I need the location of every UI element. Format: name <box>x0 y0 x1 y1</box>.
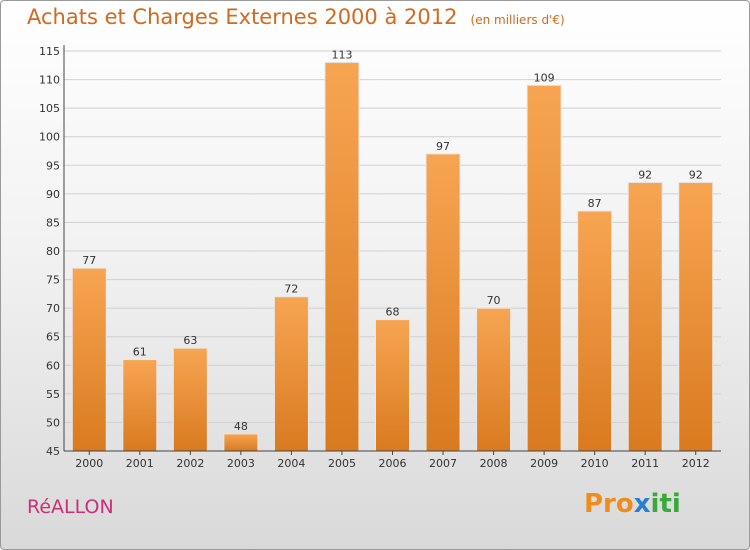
x-tick-label: 2003 <box>227 457 255 470</box>
x-tick-label: 2012 <box>682 457 710 470</box>
chart-subtitle: (en milliers d'€) <box>470 13 565 27</box>
x-tick-label: 2000 <box>75 457 103 470</box>
x-tick-label: 2011 <box>631 457 659 470</box>
logo-part-2: x <box>633 489 651 519</box>
y-tick-label: 45 <box>46 445 60 458</box>
bar-2009 <box>526 84 562 452</box>
value-label: 97 <box>436 140 450 153</box>
bar-2010 <box>577 210 613 452</box>
bar-2002 <box>172 347 208 452</box>
bar-2000 <box>71 267 107 452</box>
y-tick-label: 105 <box>39 102 60 115</box>
x-tick-label: 2008 <box>480 457 508 470</box>
bar-2007 <box>425 153 461 452</box>
y-tick-label: 115 <box>39 45 60 58</box>
y-tick-label: 110 <box>39 74 60 87</box>
value-label: 61 <box>133 346 147 359</box>
bar-2008 <box>476 307 512 452</box>
y-tick-label: 90 <box>46 188 60 201</box>
value-label: 70 <box>487 294 501 307</box>
commune-name: RéALLON <box>27 496 114 518</box>
value-label: 77 <box>82 254 96 267</box>
y-tick-label: 75 <box>46 274 60 287</box>
bar-2006 <box>375 319 410 452</box>
y-tick-label: 100 <box>39 131 60 144</box>
x-tick-label: 2009 <box>530 457 558 470</box>
value-label: 48 <box>234 420 248 433</box>
logo-part-3: iti <box>650 489 681 519</box>
bar-2005 <box>324 61 360 452</box>
value-label: 68 <box>386 306 400 319</box>
y-axis: 45 50 55 60 65 70 75 80 85 90 95 100 105 110 115 <box>39 45 65 458</box>
x-tick-label: 2010 <box>581 457 609 470</box>
y-tick-label: 55 <box>46 388 60 401</box>
chart-title: Achats et Charges Externes 2000 à 2012 <box>27 5 458 29</box>
y-tick-label: 85 <box>46 216 60 229</box>
value-label: 72 <box>284 283 298 296</box>
value-label: 109 <box>534 71 555 84</box>
bar-2001 <box>122 359 158 452</box>
bars <box>71 61 714 452</box>
bar-2011 <box>627 181 663 452</box>
bar-2004 <box>273 296 309 452</box>
y-tick-label: 80 <box>46 245 60 258</box>
title-row: Achats et Charges Externes 2000 à 2012 (… <box>27 5 565 29</box>
x-tick-label: 2002 <box>176 457 204 470</box>
y-tick-label: 60 <box>46 359 60 372</box>
x-tick-label: 2005 <box>328 457 356 470</box>
value-labels: 77 61 63 48 72 113 68 97 70 109 87 92 92 <box>82 48 702 432</box>
y-tick-label: 70 <box>46 302 60 315</box>
y-tick-label: 65 <box>46 331 60 344</box>
y-tick-label: 95 <box>46 159 60 172</box>
value-label: 113 <box>331 48 352 61</box>
bar-2012 <box>678 181 714 452</box>
x-tick-label: 2007 <box>429 457 457 470</box>
value-label: 92 <box>638 168 652 181</box>
y-tick-label: 50 <box>46 416 60 429</box>
proxiti-logo[interactable]: Proxiti <box>584 489 681 519</box>
x-tick-label: 2004 <box>277 457 305 470</box>
x-axis: 2000 2001 2002 2003 2004 2005 2006 2007 2008 2009… <box>64 450 721 470</box>
logo-part-1: Pro <box>584 489 634 519</box>
x-tick-label: 2006 <box>379 457 407 470</box>
value-label: 63 <box>183 334 197 347</box>
value-label: 92 <box>689 168 703 181</box>
x-tick-label: 2001 <box>126 457 154 470</box>
bar-2003 <box>223 433 259 452</box>
value-label: 87 <box>588 197 602 210</box>
